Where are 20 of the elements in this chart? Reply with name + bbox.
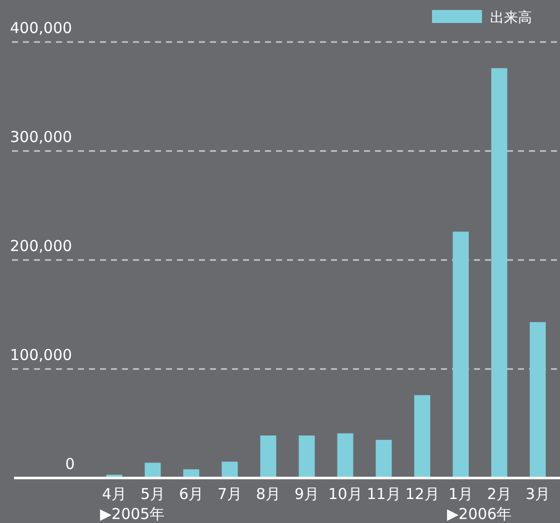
x-tick-label: 2月 (486, 485, 512, 503)
text: ▶2006年 (447, 505, 512, 523)
y-tick-label: 400,000 (10, 19, 72, 37)
x-tick-label: 7月 (217, 485, 242, 503)
x-tick-label: 10月 (328, 485, 362, 503)
y-tick-label: 300,000 (10, 128, 72, 146)
x-tick-label: 4月 (102, 485, 127, 503)
x-tick-label: 8月 (256, 485, 281, 503)
y-tick-label: 200,000 (10, 237, 72, 255)
legend-label: 出来高 (490, 10, 532, 26)
x-tick-label: 5月 (140, 485, 166, 503)
y-tick-label: 0 (65, 455, 75, 473)
x-tick-label: 11月 (366, 485, 401, 503)
x-tick-label: 9月 (294, 485, 320, 503)
text: ▶2005年 (100, 505, 165, 523)
x-tick-label: 6月 (178, 485, 204, 503)
y-tick-label: 100,000 (10, 346, 72, 364)
x-tick-label: 12月 (405, 485, 440, 503)
x-tick-label: 1月 (448, 485, 474, 503)
x-tick-label: 3月 (525, 485, 550, 503)
